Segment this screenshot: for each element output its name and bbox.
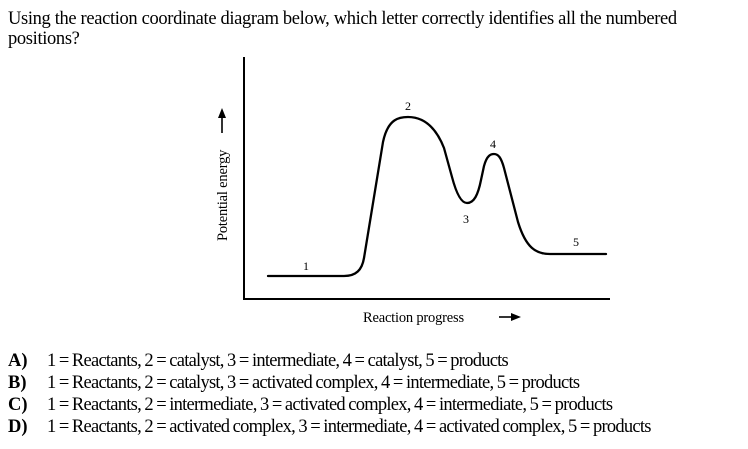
arrow-up-icon xyxy=(218,108,226,133)
arrow-right-icon xyxy=(499,313,521,321)
energy-curve xyxy=(266,115,608,278)
choice-text: 1 = Reactants, 2 = catalyst, 3 = interme… xyxy=(47,351,509,371)
point-label-3: 3 xyxy=(463,212,469,226)
choice-a[interactable]: A) 1 = Reactants, 2 = catalyst, 3 = inte… xyxy=(8,350,748,372)
point-label-4: 4 xyxy=(490,137,496,151)
question-text: Using the reaction coordinate diagram be… xyxy=(8,9,677,49)
answer-choices: A) 1 = Reactants, 2 = catalyst, 3 = inte… xyxy=(8,350,748,438)
choice-letter: B) xyxy=(8,373,27,393)
point-label-5: 5 xyxy=(573,235,579,249)
y-axis-label: Potential energy xyxy=(215,149,231,241)
choice-letter: D) xyxy=(8,417,28,437)
choice-text: 1 = Reactants, 2 = activated complex, 3 … xyxy=(47,417,651,437)
choice-letter: A) xyxy=(8,351,28,371)
choice-text: 1 = Reactants, 2 = catalyst, 3 = activat… xyxy=(47,373,580,393)
y-axis-label-group: Potential energy xyxy=(215,108,231,241)
choice-letter: C) xyxy=(8,395,28,415)
reaction-coordinate-diagram: 1 2 3 4 5 Potential energy Reaction prog… xyxy=(215,57,610,326)
x-axis-label: Reaction progress xyxy=(363,310,464,326)
choice-b[interactable]: B) 1 = Reactants, 2 = catalyst, 3 = acti… xyxy=(8,372,748,394)
choice-text: 1 = Reactants, 2 = intermediate, 3 = act… xyxy=(47,395,613,415)
point-label-2: 2 xyxy=(405,99,411,113)
choice-c[interactable]: C) 1 = Reactants, 2 = intermediate, 3 = … xyxy=(8,394,748,416)
x-axis-label-group: Reaction progress xyxy=(363,310,521,326)
point-label-1: 1 xyxy=(303,259,309,273)
choice-d[interactable]: D) 1 = Reactants, 2 = activated complex,… xyxy=(8,416,748,438)
axes xyxy=(243,57,610,300)
